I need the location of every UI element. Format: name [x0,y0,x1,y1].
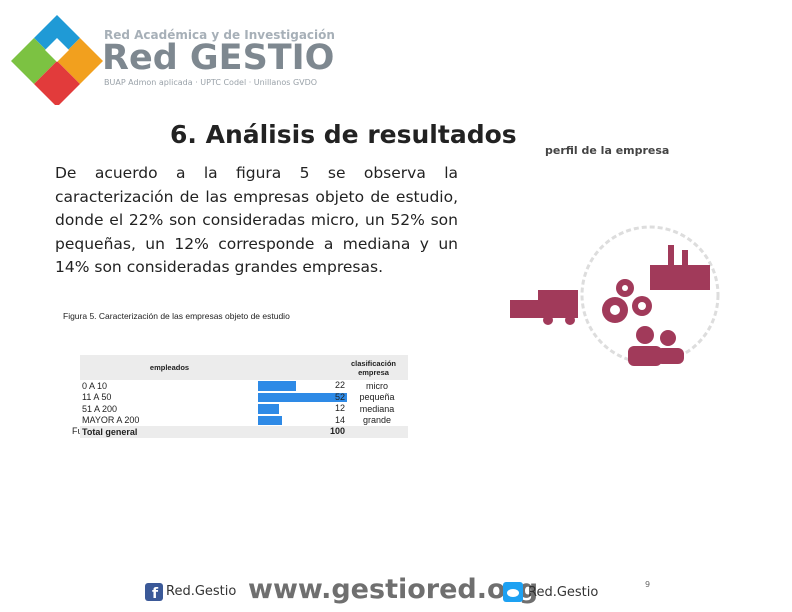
data-bar [258,415,283,425]
twitter-icon [503,582,523,602]
table-row: 51 A 200 12 mediana [80,403,408,415]
table: empleados clasificación empresa 0 A 10 22… [80,355,408,438]
illustration [510,225,720,366]
paragraph: De acuerdo a la figura 5 se observa la c… [55,164,458,276]
title: 6. Análisis de resultados [170,120,517,149]
facebook-icon: f [145,583,163,601]
table-row: 0 A 10 22 micro [80,380,408,392]
data-bar [258,381,296,391]
svg-text:f: f [152,586,159,601]
value: 22 [334,380,345,390]
fragment: Fu [72,426,83,436]
network-name: Red Académica y de Investigación [104,28,335,42]
classification: grande [362,415,392,426]
value-cell: 14 [258,415,347,427]
facebook-handle: Red.Gestio [166,584,237,599]
value: 14 [334,414,345,425]
classification: micro [366,380,388,391]
table-header: clasificación empresa [350,358,397,377]
range: MAYOR A 200 [82,415,140,426]
classification: mediana [359,403,395,414]
value: 12 [334,403,345,413]
value: 52 [334,391,345,402]
brand: Red GESTIO [102,38,335,78]
range: 11 A 50 [82,392,112,403]
value-cell: 22 [258,380,347,392]
caption: Figura 5. Caracterización de las empresa… [63,311,290,321]
classification: pequeña [359,392,395,403]
total-value: 100 [329,426,345,436]
value-cell: 12 [258,403,347,415]
members: BUAP Admon aplicada · UPTC Codel · Unill… [104,78,318,87]
value-cell: 52 [258,391,348,404]
side-label: perfil de la empresa [545,144,670,157]
range: 0 A 10 [82,380,108,391]
data-bar [258,404,279,414]
table-row: 11 A 50 52 pequeña [80,392,408,404]
website: www.gestiored.org [248,574,539,605]
data-bar [258,392,348,402]
total-label: Total general [82,426,138,437]
page-number: 9 [645,580,651,589]
logo-mark [11,15,103,105]
twitter-handle: Red.Gestio [528,585,599,600]
range: 51 A 200 [82,403,118,414]
table-row: MAYOR A 200 14 grande [80,415,408,427]
table-header: empleados [149,363,190,372]
